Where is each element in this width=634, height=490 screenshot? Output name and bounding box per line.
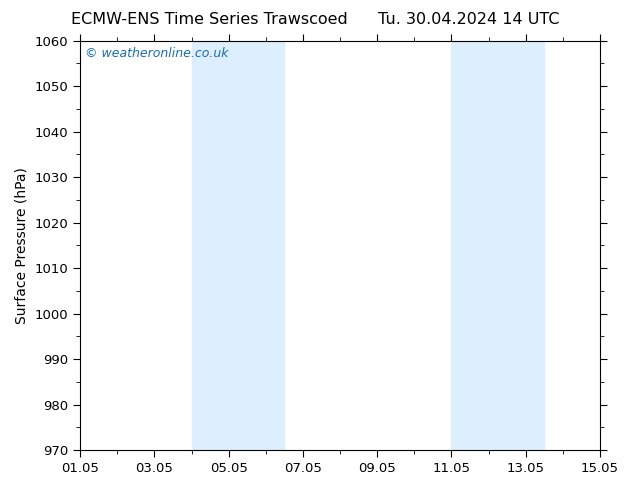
- Text: ECMW-ENS Time Series Trawscoed: ECMW-ENS Time Series Trawscoed: [71, 12, 347, 27]
- Text: Tu. 30.04.2024 14 UTC: Tu. 30.04.2024 14 UTC: [378, 12, 560, 27]
- Y-axis label: Surface Pressure (hPa): Surface Pressure (hPa): [15, 167, 29, 324]
- Bar: [229, 41, 285, 450]
- Bar: [489, 41, 545, 450]
- Bar: [451, 41, 489, 450]
- Bar: [191, 41, 229, 450]
- Text: © weatheronline.co.uk: © weatheronline.co.uk: [86, 47, 229, 60]
